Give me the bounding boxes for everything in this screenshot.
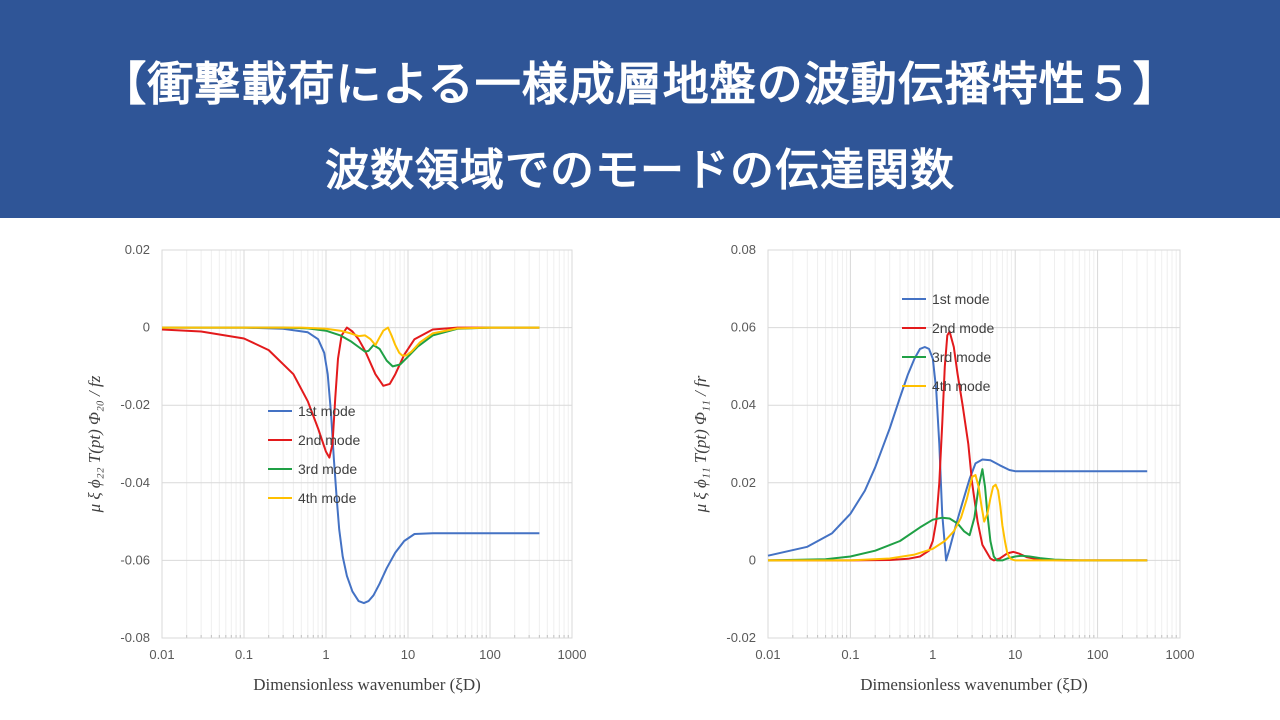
x-tick-label: 0.01 — [149, 647, 174, 662]
x-tick-label: 1 — [929, 647, 936, 662]
x-tick-label: 0.01 — [755, 647, 780, 662]
x-axis-title: Dimensionless wavenumber (ξD) — [860, 675, 1088, 694]
y-tick-label: -0.04 — [120, 475, 150, 490]
title-banner: 【衝撃載荷による一様成層地盤の波動伝播特性５】 波数領域でのモードの伝達関数 — [0, 0, 1280, 218]
x-tick-label: 1 — [322, 647, 329, 662]
legend-label: 2nd mode — [932, 320, 994, 336]
y-tick-label: 0.06 — [731, 320, 756, 335]
y-tick-label: 0.04 — [731, 397, 756, 412]
x-tick-label: 0.1 — [841, 647, 859, 662]
plot-area — [767, 249, 1181, 639]
plot-area — [161, 249, 573, 639]
x-axis-title: Dimensionless wavenumber (ξD) — [253, 675, 481, 694]
x-tick-label: 10 — [401, 647, 415, 662]
series-line-1 — [767, 346, 1148, 562]
page-title: 【衝撃載荷による一様成層地盤の波動伝播特性５】 — [100, 57, 1180, 111]
page-subtitle: 波数領域でのモードの伝達関数 — [325, 145, 955, 196]
y-tick-label: -0.02 — [120, 397, 150, 412]
legend-label: 3rd mode — [932, 349, 991, 365]
y-tick-label: -0.08 — [120, 630, 150, 645]
x-tick-label: 100 — [1087, 647, 1109, 662]
y-tick-label: -0.06 — [120, 552, 150, 567]
legend-label: 1st mode — [932, 291, 990, 307]
y-tick-label: 0 — [749, 552, 756, 567]
y-tick-label: 0.02 — [125, 242, 150, 257]
legend-label: 3rd mode — [298, 461, 357, 477]
x-tick-label: 1000 — [558, 647, 587, 662]
x-tick-label: 0.1 — [235, 647, 253, 662]
legend-label: 2nd mode — [298, 432, 360, 448]
series-line-1 — [162, 326, 540, 605]
series-line-3 — [767, 468, 1148, 562]
legend-label: 4th mode — [298, 490, 357, 506]
y-tick-label: 0.02 — [731, 475, 756, 490]
series-line-4 — [162, 326, 540, 357]
x-tick-label: 10 — [1008, 647, 1022, 662]
series-line-4 — [768, 474, 1148, 562]
legend-label: 4th mode — [932, 378, 991, 394]
series-line-2 — [161, 326, 540, 459]
x-tick-label: 100 — [479, 647, 501, 662]
y-axis-title: μ ξ ϕ₁₁ T(pt) Φ₁₁ / fr — [691, 375, 710, 513]
y-tick-label: 0 — [143, 320, 150, 335]
x-tick-label: 1000 — [1166, 647, 1195, 662]
y-tick-label: -0.02 — [726, 630, 756, 645]
y-tick-label: 0.08 — [731, 242, 756, 257]
legend-label: 1st mode — [298, 403, 356, 419]
chart-right: 0.01 0.1 1 10 100 1000 0.08 0.06 0.04 0.02 0 -0.02 1… — [691, 242, 1195, 694]
y-axis-title: μ ξ ϕ₂₂ T(pt) Φ₂₀ / fz — [85, 375, 104, 513]
chart-left: 0.01 0.1 1 10 100 1000 0.02 0 -0.02 -0.04 -0.06 -0.… — [85, 242, 587, 694]
